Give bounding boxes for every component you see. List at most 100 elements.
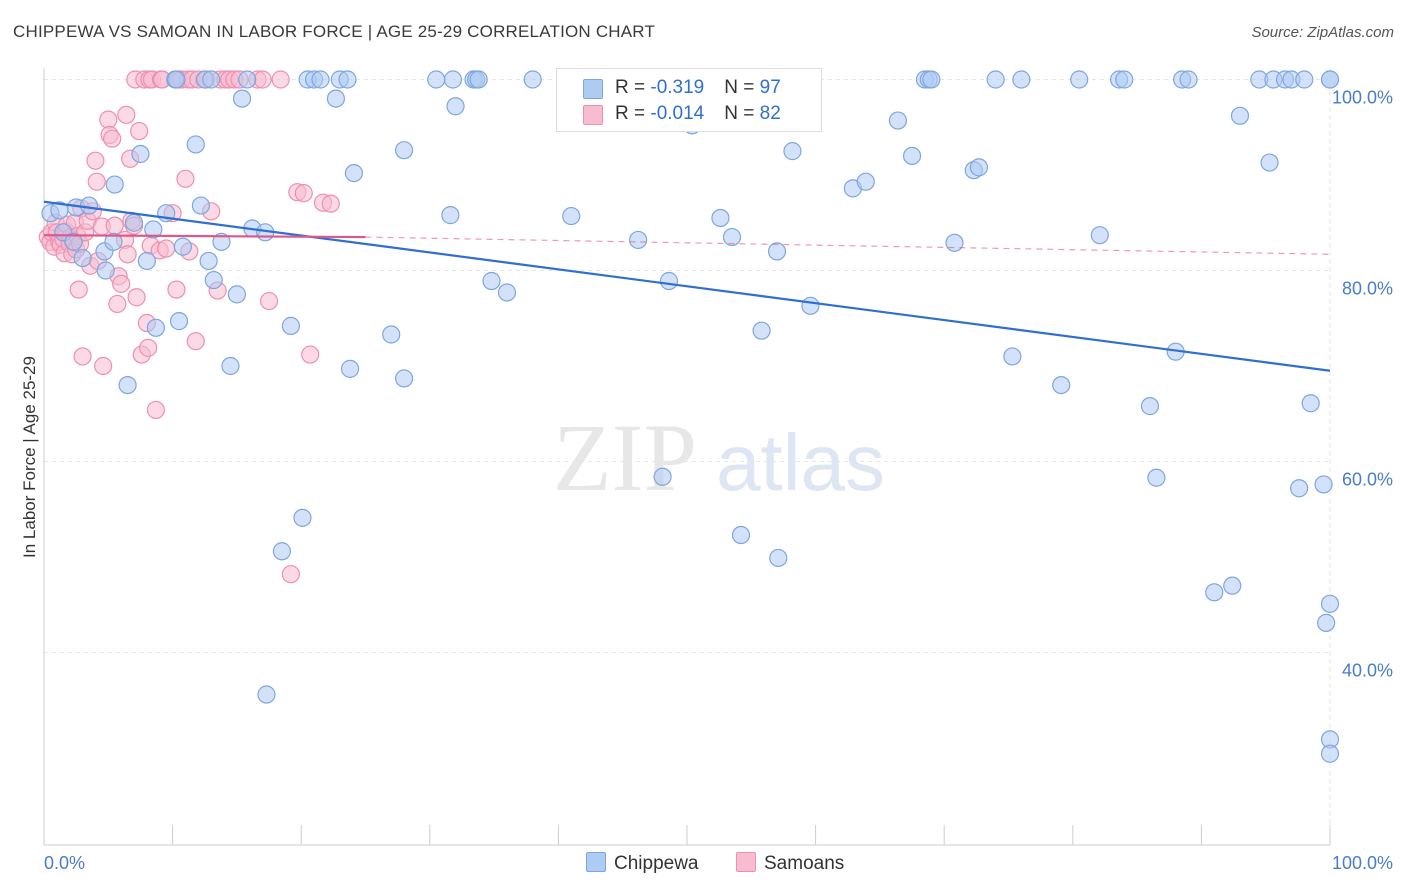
point-samoans xyxy=(117,105,136,124)
y-axis-label: In Labor Force | Age 25-29 xyxy=(20,356,39,558)
point-chippewa xyxy=(340,359,360,378)
point-chippewa xyxy=(137,251,156,271)
point-samoans xyxy=(301,345,320,364)
watermark: ZIP atlas xyxy=(553,404,885,511)
point-chippewa xyxy=(986,70,1005,89)
point-chippewa xyxy=(199,251,218,271)
point-samoans xyxy=(281,565,301,584)
bottom-swatch-samoans xyxy=(736,852,756,872)
point-chippewa xyxy=(131,144,150,164)
point-chippewa xyxy=(1003,347,1022,366)
point-samoans xyxy=(103,129,122,148)
trend-lines xyxy=(43,200,1331,372)
point-chippewa xyxy=(338,70,357,89)
x-tick-label-start: 0.0% xyxy=(44,853,85,873)
legend-text-chippewa: R = -0.319 N = 97 xyxy=(615,77,781,99)
legend-swatch-chippewa xyxy=(583,79,603,99)
point-chippewa xyxy=(1205,583,1224,602)
point-chippewa xyxy=(394,369,414,388)
point-chippewa xyxy=(523,70,542,89)
point-samoans xyxy=(139,338,158,357)
point-chippewa xyxy=(1320,744,1340,763)
point-chippewa xyxy=(64,232,83,251)
point-chippewa xyxy=(902,146,922,165)
point-chippewa xyxy=(659,271,679,291)
point-samoans xyxy=(108,294,127,314)
point-chippewa xyxy=(1301,394,1320,413)
point-chippewa xyxy=(105,175,124,194)
point-chippewa xyxy=(922,70,941,89)
point-samoans xyxy=(321,194,340,213)
point-chippewa xyxy=(394,141,414,160)
watermark-zip: ZIP xyxy=(553,404,697,511)
point-chippewa xyxy=(629,230,648,250)
point-chippewa xyxy=(1140,397,1160,416)
y-tick-label: 60.0% xyxy=(1342,470,1393,490)
point-samoans xyxy=(94,356,113,376)
point-chippewa xyxy=(311,70,330,89)
point-samoans xyxy=(112,274,131,293)
point-chippewa xyxy=(1320,70,1340,89)
point-chippewa xyxy=(767,242,787,261)
point-chippewa xyxy=(227,285,246,304)
point-samoans xyxy=(176,169,195,188)
point-chippewa xyxy=(186,135,205,154)
point-chippewa xyxy=(711,208,730,228)
point-chippewa xyxy=(96,261,115,280)
bottom-label-chippewa: Chippewa xyxy=(614,853,699,874)
point-chippewa xyxy=(722,227,742,247)
point-chippewa xyxy=(888,111,908,130)
point-chippewa xyxy=(752,321,771,340)
point-chippewa xyxy=(326,89,346,108)
point-chippewa xyxy=(212,232,231,251)
point-chippewa xyxy=(1290,479,1309,498)
point-chippewa xyxy=(232,89,252,108)
r-value: -0.319 xyxy=(650,77,705,98)
point-chippewa xyxy=(801,296,820,315)
point-chippewa xyxy=(293,508,312,527)
point-chippewa xyxy=(173,237,192,256)
point-chippewa xyxy=(257,685,276,704)
point-samoans xyxy=(99,110,118,129)
point-chippewa xyxy=(441,206,460,225)
bottom-legend-samoans: Samoans xyxy=(736,852,844,875)
point-chippewa xyxy=(1147,468,1166,487)
point-samoans xyxy=(86,151,105,170)
point-samoans xyxy=(69,280,88,299)
point-chippewa xyxy=(443,70,463,89)
bottom-label-samoans: Samoans xyxy=(764,853,845,874)
point-chippewa xyxy=(769,548,788,568)
point-chippewa xyxy=(497,283,517,302)
n-label: N = xyxy=(724,103,760,124)
n-label: N = xyxy=(724,77,760,98)
x-tick-label-end: 100.0% xyxy=(1332,853,1393,873)
point-chippewa xyxy=(1223,576,1242,595)
point-chippewa xyxy=(221,356,240,376)
point-chippewa xyxy=(169,312,189,331)
point-samoans xyxy=(118,245,137,264)
point-chippewa xyxy=(1012,70,1031,89)
point-samoans xyxy=(146,400,165,420)
point-chippewa xyxy=(945,233,964,252)
n-value: 82 xyxy=(759,103,781,124)
point-chippewa xyxy=(144,220,163,239)
point-chippewa xyxy=(783,142,802,161)
point-chippewa xyxy=(562,206,581,226)
point-chippewa xyxy=(281,316,301,335)
trend-line-chippewa xyxy=(43,200,1331,372)
point-chippewa xyxy=(146,318,165,337)
point-samoans xyxy=(73,347,92,366)
point-chippewa xyxy=(731,525,751,545)
point-samoans xyxy=(127,288,146,307)
point-chippewa xyxy=(1179,70,1198,89)
point-chippewa xyxy=(427,70,446,89)
point-samoans xyxy=(186,332,205,351)
point-chippewa xyxy=(856,172,875,191)
trend-line-samoans-dashed xyxy=(365,236,1331,255)
point-chippewa xyxy=(1230,106,1250,125)
point-chippewa xyxy=(1052,376,1071,395)
watermark-atlas: atlas xyxy=(716,418,885,507)
point-chippewa xyxy=(79,196,99,215)
r-label: R = xyxy=(615,103,651,124)
